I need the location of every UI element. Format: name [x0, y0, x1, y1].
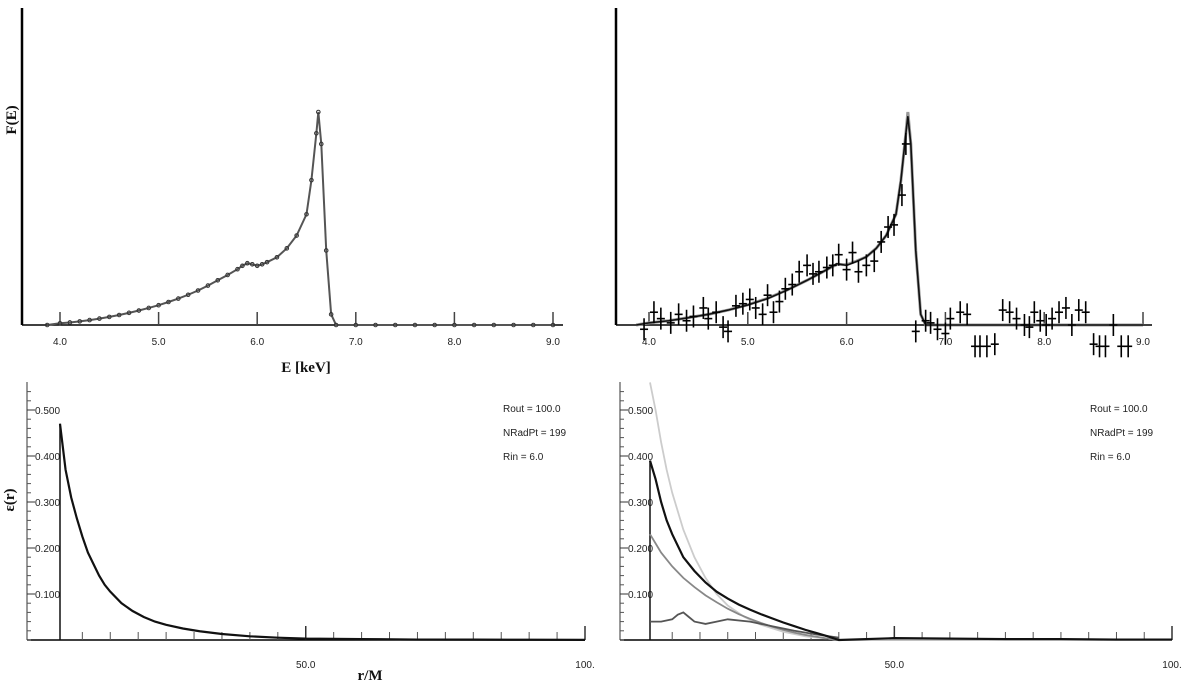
series-line-model [47, 111, 553, 326]
data-point [412, 322, 418, 328]
emissivity-single-panel: 0.100 0.200 0.300 0.400 0.500 50.0 100. Rout = … [2, 382, 595, 684]
data-point [316, 109, 321, 115]
annotation-text: Rout = 100.0 [503, 404, 561, 415]
data-point [471, 322, 477, 328]
data-point [304, 211, 309, 217]
emissivity-series-0 [649, 382, 1172, 641]
annotation-text: Rin = 6.0 [503, 452, 544, 463]
x-axis-label: E [keV] [281, 360, 331, 376]
y-tick-label: 0.300 [628, 498, 653, 509]
annotation-text: NRadPt = 199 [503, 428, 567, 439]
x-tick-label: 100. [1162, 660, 1181, 671]
data-point [245, 260, 250, 266]
data-point [254, 263, 260, 269]
fit-model-line-1 [636, 116, 1143, 326]
data-point [136, 308, 142, 313]
y-tick-label: 0.200 [628, 544, 653, 555]
data-point [205, 283, 211, 288]
x-tick-label: 6.0 [840, 337, 854, 348]
data-point [392, 322, 398, 328]
data-point [57, 320, 63, 326]
y-tick-label: 0.500 [35, 406, 60, 417]
data-point [185, 292, 191, 298]
data-point [491, 322, 497, 328]
data-point [333, 322, 339, 328]
data-point [67, 320, 73, 325]
data-point [511, 322, 516, 328]
data-point [126, 310, 132, 316]
x-axis-label: r/M [358, 668, 383, 682]
data-point [116, 312, 122, 318]
data-point [235, 266, 240, 272]
data-point [107, 314, 112, 320]
data-point [225, 272, 230, 278]
emissivity-fit-panel: 0.100 0.200 0.300 0.400 0.500 50.0 100. Rout = … [619, 382, 1182, 671]
x-tick-label: 50.0 [885, 660, 905, 671]
x-tick-label: 100. [575, 660, 594, 671]
y-tick-label: 0.500 [628, 406, 653, 417]
y-axis-label: F(E) [4, 105, 20, 134]
data-point [353, 322, 359, 328]
x-tick-label: 5.0 [152, 337, 166, 348]
data-point [314, 131, 319, 136]
y-tick-label: 0.100 [35, 590, 60, 601]
data-point [249, 261, 255, 267]
data-point [309, 177, 314, 183]
data-point [215, 277, 221, 283]
data-point [294, 233, 299, 238]
x-tick-label: 4.0 [53, 337, 67, 348]
data-point [146, 305, 152, 311]
y-tick-label: 0.300 [35, 498, 60, 509]
spectrum-fit-panel: 4.05.06.07.08.09.0 [614, 8, 1152, 358]
data-point [195, 288, 201, 293]
data-point [240, 263, 245, 269]
data-point [274, 254, 280, 260]
x-tick-label: 4.0 [642, 337, 656, 348]
data-point [77, 319, 83, 324]
emissivity-series-2 [650, 611, 839, 639]
fit-model-line-0 [635, 111, 1143, 327]
y-axis-label: ε(r) [2, 488, 18, 511]
x-tick-label: 5.0 [741, 337, 755, 348]
data-point [373, 322, 378, 328]
y-tick-label: 0.200 [35, 544, 60, 555]
annotation-text: NRadPt = 199 [1090, 428, 1154, 439]
data-point [176, 296, 181, 301]
data-point [97, 316, 102, 321]
annotation-text: Rout = 100.0 [1090, 404, 1148, 415]
emissivity-series-3 [648, 460, 1172, 642]
data-point [166, 299, 171, 305]
spectrum-model-panel: 4.0 5.0 6.0 7.0 8.0 9.0 E [keV] F(E) [4, 8, 563, 376]
data-point [87, 317, 92, 323]
data-point [323, 248, 329, 253]
data-point [284, 246, 290, 251]
x-tick-label: 9.0 [546, 337, 560, 348]
data-point [264, 259, 270, 265]
emissivity-series-1 [649, 533, 839, 641]
x-tick-label: 9.0 [1136, 337, 1150, 348]
data-point [432, 322, 437, 328]
data-point [156, 302, 161, 308]
emissivity-series-0 [58, 423, 586, 641]
x-tick-label: 8.0 [447, 337, 461, 348]
y-tick-label: 0.100 [628, 590, 653, 601]
data-point [550, 322, 556, 328]
x-tick-label: 50.0 [296, 660, 316, 671]
data-point [318, 141, 324, 147]
data-point [452, 322, 457, 328]
x-tick-label: 8.0 [1037, 337, 1051, 348]
data-point [259, 261, 265, 267]
data-point [44, 322, 50, 328]
y-tick-label: 0.400 [35, 452, 60, 463]
x-tick-label: 7.0 [349, 337, 363, 348]
data-point [328, 312, 334, 317]
data-point [530, 322, 536, 328]
x-tick-label: 6.0 [250, 337, 264, 348]
annotation-text: Rin = 6.0 [1090, 452, 1131, 463]
y-tick-label: 0.400 [628, 452, 653, 463]
